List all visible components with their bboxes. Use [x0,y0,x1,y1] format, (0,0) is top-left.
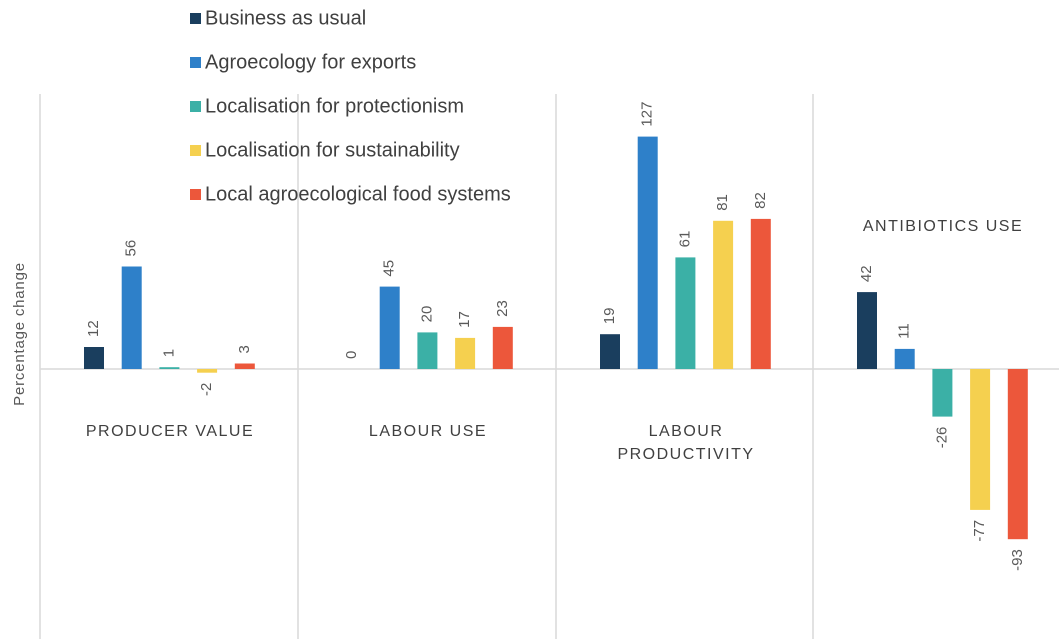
data-label: 20 [418,306,435,323]
bar [121,266,142,369]
legend-label: Business as usual [205,7,366,29]
data-label: 3 [236,345,253,353]
bar [197,369,218,373]
group-label: LABOUR [649,423,724,440]
legend-swatch [190,13,201,24]
data-label: 127 [639,102,656,127]
bar [894,348,915,369]
legend-swatch [190,189,201,200]
legend-label: Localisation for protectionism [205,95,464,117]
y-axis-title: Percentage change [11,262,28,406]
bar [970,369,991,510]
data-label: 11 [896,323,913,339]
data-label: 61 [676,231,693,248]
data-label: -77 [971,520,988,542]
data-label: 12 [85,320,102,337]
bar [637,136,658,369]
data-label: 42 [858,265,875,282]
data-label: -93 [1009,549,1026,571]
bar-marks [84,136,1028,540]
bar [159,367,180,369]
bar [379,286,400,369]
group-label: PRODUCER VALUE [86,423,254,440]
group-label: LABOUR USE [369,423,487,440]
data-label: 45 [381,260,398,277]
data-label: 19 [601,308,618,325]
bar [932,369,953,417]
legend-swatch [190,101,201,112]
value-labels: 12 56 1 -2 3 0 45 20 17 23 19 127 61 81 82 42 11 -26 -77 -9… [85,102,1026,571]
bar [1007,369,1028,540]
bar [750,218,771,369]
data-label: 23 [494,300,511,317]
bar [675,257,696,369]
bar [417,332,438,369]
group-label: PRODUCTIVITY [617,446,754,463]
legend-swatch [190,57,201,68]
legend-label: Agroecology for exports [205,51,416,73]
data-label: 17 [456,311,473,328]
legend-swatch [190,145,201,156]
bar [234,363,255,369]
group-labels: PRODUCER VALUE LABOUR USE LABOUR PRODUCTIVI… [86,218,1023,463]
legend-label: Localisation for sustainability [205,139,460,161]
data-label: 0 [343,351,360,359]
bar [713,220,734,369]
data-label: 82 [752,192,769,209]
data-label: 56 [123,240,140,257]
panel-dividers [39,94,814,639]
bar [492,326,513,369]
legend-label: Local agroecological food systems [205,183,511,205]
legend: Business as usual Agroecology for exports… [190,7,511,205]
data-label: 1 [160,349,177,357]
data-label: -26 [933,427,950,449]
data-label: 81 [714,194,731,211]
bar [84,347,104,369]
bar [857,292,877,369]
bar [455,337,476,369]
bar [600,334,620,369]
group-label: ANTIBIOTICS USE [863,218,1023,235]
data-label: -2 [198,383,215,396]
